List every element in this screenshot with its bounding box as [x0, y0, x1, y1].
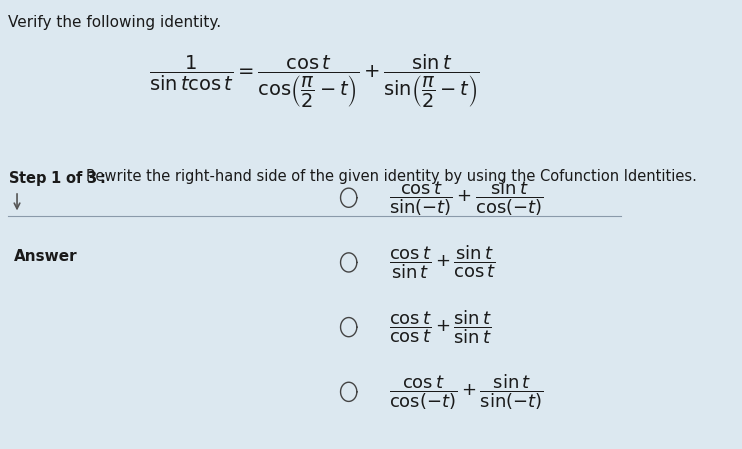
Text: $\dfrac{\cos t}{\cos(-t)} + \dfrac{\sin t}{\sin(-t)}$: $\dfrac{\cos t}{\cos(-t)} + \dfrac{\sin … — [390, 372, 544, 412]
Text: $\dfrac{\cos t}{\cos t} + \dfrac{\sin t}{\sin t}$: $\dfrac{\cos t}{\cos t} + \dfrac{\sin t}… — [390, 308, 492, 346]
Text: Verify the following identity.: Verify the following identity. — [7, 15, 221, 30]
Text: $\dfrac{1}{\sin t\cos t} = \dfrac{\cos t}{\cos\!\left(\dfrac{\pi}{2}-t\right)} +: $\dfrac{1}{\sin t\cos t} = \dfrac{\cos t… — [149, 53, 479, 110]
Text: $\dfrac{\cos t}{\sin t} + \dfrac{\sin t}{\cos t}$: $\dfrac{\cos t}{\sin t} + \dfrac{\sin t}… — [390, 244, 497, 281]
Text: Answer: Answer — [14, 249, 77, 264]
Text: $\mathbf{Step\ 1\ of\ 3:}$: $\mathbf{Step\ 1\ of\ 3:}$ — [7, 169, 105, 188]
Text: $\dfrac{\cos t}{\sin(-t)} + \dfrac{\sin t}{\cos(-t)}$: $\dfrac{\cos t}{\sin(-t)} + \dfrac{\sin … — [390, 178, 544, 218]
Text: Rewrite the right-hand side of the given identity by using the Cofunction Identi: Rewrite the right-hand side of the given… — [86, 169, 697, 184]
